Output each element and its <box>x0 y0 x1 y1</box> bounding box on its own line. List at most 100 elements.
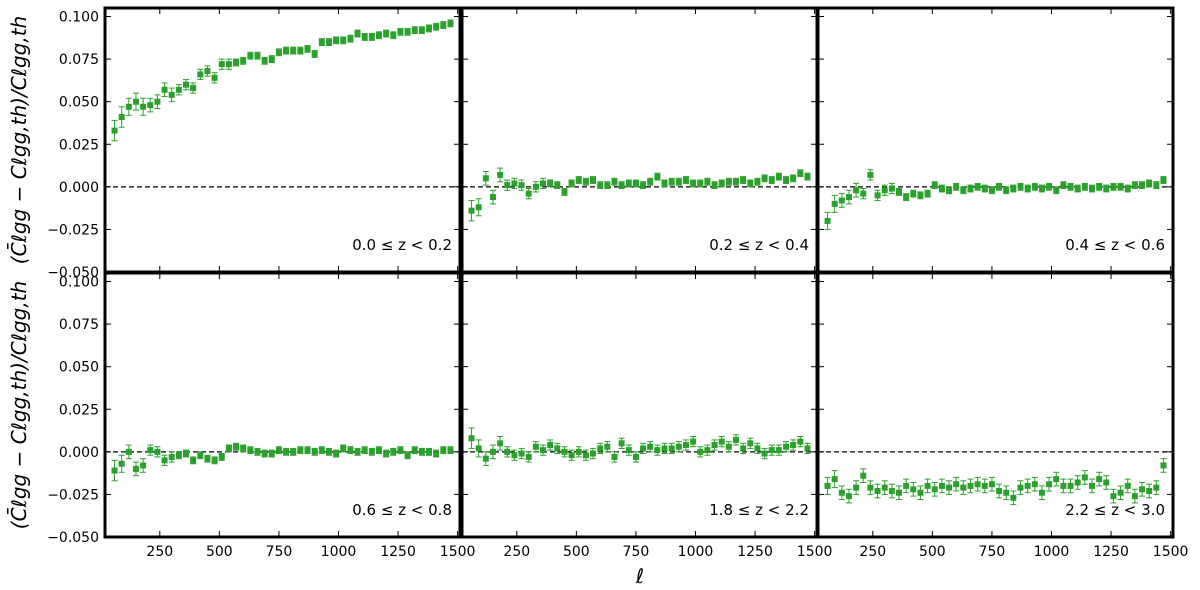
data-point <box>1010 184 1017 193</box>
data-point <box>375 31 382 40</box>
data-marker <box>1146 488 1153 495</box>
data-point <box>888 182 895 195</box>
data-point <box>988 186 995 195</box>
data-point <box>511 449 518 461</box>
panel-frame <box>816 271 1175 539</box>
data-point <box>783 441 790 453</box>
data-point <box>924 189 931 198</box>
data-marker <box>240 57 247 64</box>
data-marker <box>283 448 290 455</box>
data-point <box>247 446 254 455</box>
data-point <box>747 179 754 188</box>
data-point <box>268 55 275 64</box>
data-marker <box>140 462 147 469</box>
data-marker <box>768 177 775 184</box>
data-marker <box>853 484 860 491</box>
data-point <box>1053 471 1060 487</box>
data-marker <box>790 175 797 182</box>
data-point <box>1024 184 1031 193</box>
data-point <box>211 456 218 465</box>
data-point <box>254 447 261 456</box>
data-point <box>1153 181 1160 190</box>
data-point <box>775 444 782 456</box>
x-tick-label: 1250 <box>737 544 773 560</box>
data-marker <box>960 484 967 491</box>
x-tick-label: 1250 <box>380 544 416 560</box>
y-tick-label: 0.025 <box>59 402 99 418</box>
data-marker <box>740 445 747 452</box>
data-marker <box>996 488 1003 495</box>
data-marker <box>675 178 682 185</box>
data-point <box>761 174 768 183</box>
y-tick-label: 0.075 <box>59 317 99 333</box>
data-marker <box>168 91 175 98</box>
data-marker <box>525 190 532 197</box>
data-marker <box>261 450 268 457</box>
data-point <box>661 179 668 188</box>
data-marker <box>704 178 711 185</box>
data-marker <box>447 447 454 454</box>
data-marker <box>1067 183 1074 190</box>
data-point <box>175 451 182 460</box>
data-point <box>475 198 482 217</box>
panel-1: −0.050 −0.025 0.000 0.025 0.050 0.075 0.100 0.0… <box>47 6 462 281</box>
data-marker <box>283 47 290 54</box>
data-point <box>561 188 568 196</box>
data-marker <box>996 183 1003 190</box>
data-marker <box>554 182 561 189</box>
data-point <box>390 31 397 40</box>
data-marker <box>532 443 539 450</box>
data-point <box>568 179 575 188</box>
data-marker <box>1081 183 1088 190</box>
data-point <box>1046 182 1053 191</box>
data-marker <box>647 443 654 450</box>
data-point <box>1038 184 1045 193</box>
data-point <box>290 447 297 456</box>
data-point <box>447 19 454 28</box>
data-marker <box>1110 493 1117 500</box>
data-point <box>247 51 254 60</box>
data-point <box>218 453 225 461</box>
data-point <box>690 436 697 448</box>
data-point <box>540 177 547 190</box>
panel-4: 250 500 750 1000 1250 1500 −0.050 −0.025 0.000 0.… <box>47 271 475 560</box>
data-point <box>1060 181 1067 190</box>
data-point <box>475 439 482 458</box>
data-marker <box>318 39 325 46</box>
data-marker <box>297 447 304 454</box>
data-point <box>931 181 938 190</box>
data-point <box>704 444 711 456</box>
data-point <box>611 177 618 186</box>
data-point <box>1110 488 1117 504</box>
data-marker <box>590 450 597 457</box>
data-point <box>154 94 161 109</box>
data-marker <box>361 447 368 454</box>
data-point <box>311 50 318 58</box>
data-point <box>497 167 504 183</box>
data-point <box>838 485 845 501</box>
data-point <box>668 177 675 186</box>
data-marker <box>125 103 132 110</box>
data-marker <box>525 453 532 460</box>
data-marker <box>354 30 361 37</box>
data-point <box>981 184 988 193</box>
data-point <box>489 444 496 460</box>
data-point <box>290 46 297 55</box>
data-point <box>711 181 718 190</box>
data-point <box>946 186 953 195</box>
data-point <box>860 188 867 200</box>
data-point <box>1081 182 1088 191</box>
data-marker <box>1038 489 1045 496</box>
panel-frame <box>460 6 819 274</box>
data-marker <box>1088 482 1095 489</box>
data-point <box>974 182 981 191</box>
data-marker <box>704 447 711 454</box>
x-tick-label: 250 <box>859 544 886 560</box>
y-tick-label: −0.025 <box>47 222 99 238</box>
data-marker <box>953 481 960 488</box>
data-point <box>525 451 532 463</box>
y-axis-label-top: (C̄ℓgg − Cℓgg,th)/Cℓgg,th <box>6 16 31 264</box>
data-point <box>268 449 275 458</box>
data-point <box>1067 478 1074 494</box>
data-marker <box>482 175 489 182</box>
